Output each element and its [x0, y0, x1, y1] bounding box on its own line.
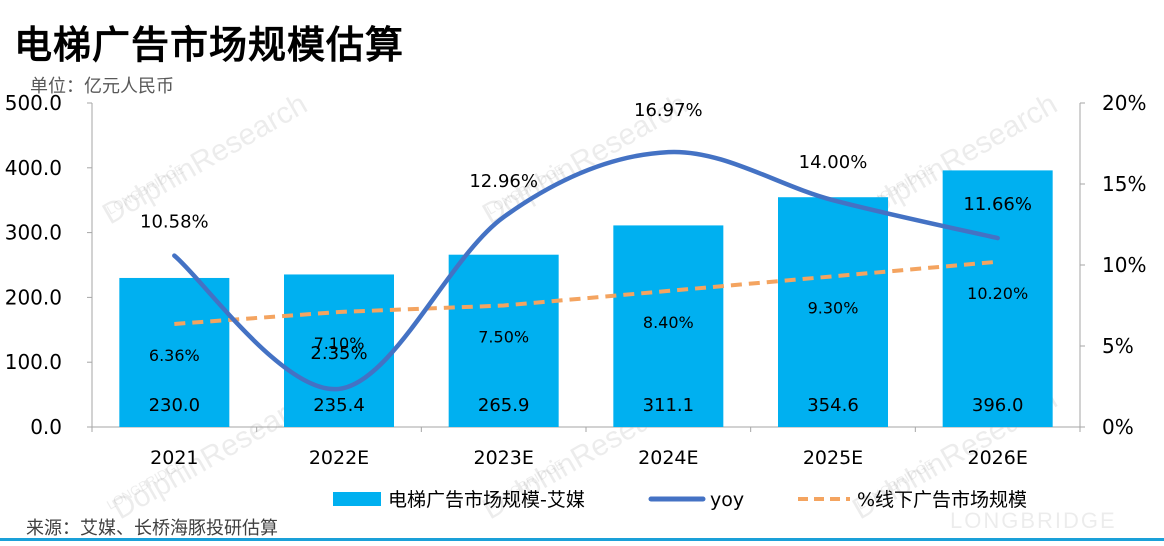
offline-share-data-label: 8.40% — [643, 313, 694, 332]
offline-share-data-label: 7.10% — [314, 334, 365, 353]
y-left-tick-label: 400.0 — [5, 156, 62, 180]
bar — [284, 274, 394, 427]
offline-share-data-label: 9.30% — [808, 298, 859, 317]
legend: 电梯广告市场规模-艾媒 yoy %线下广告市场规模 — [333, 489, 1027, 511]
bar — [448, 254, 559, 427]
bar — [942, 170, 1053, 427]
x-tick-label: 2024E — [638, 447, 698, 469]
yoy-data-label: 14.00% — [799, 152, 868, 173]
y-left-tick-label: 300.0 — [5, 221, 62, 245]
bottom-rule — [0, 538, 1164, 541]
legend-label: yoy — [710, 489, 744, 511]
bar-data-label: 354.6 — [807, 395, 859, 416]
source-note: 来源：艾媒、长桥海豚投研估算 — [26, 518, 278, 539]
y-left-tick-label: 100.0 — [5, 350, 62, 374]
bar — [778, 197, 888, 427]
y-left-tick-label: 500.0 — [5, 91, 62, 115]
unit-label: 单位：亿元人民币 — [30, 76, 174, 97]
y-left-tick-label: 200.0 — [5, 285, 62, 309]
legend-label: %线下广告市场规模 — [857, 489, 1027, 511]
bar-data-label: 265.9 — [478, 395, 530, 416]
y-right-tick-label: 0% — [1102, 415, 1134, 439]
y-right-tick-label: 20% — [1102, 91, 1146, 115]
legend-swatch-bar — [333, 492, 381, 506]
bar-data-label: 230.0 — [149, 395, 201, 416]
offline-share-data-label: 7.50% — [478, 328, 529, 347]
y-right-tick-label: 5% — [1102, 334, 1134, 358]
x-tick-label: 2023E — [473, 447, 533, 469]
yoy-data-label: 10.58% — [140, 212, 209, 233]
yoy-data-label: 2.35% — [310, 343, 367, 364]
chart-title: 电梯广告市场规模估算 — [14, 23, 405, 67]
offline-share-data-label: 6.36% — [149, 346, 200, 365]
x-tick-label: 2026E — [967, 447, 1027, 469]
bar — [119, 277, 230, 427]
bar-data-label: 235.4 — [313, 395, 365, 416]
x-tick-label: 2021 — [150, 447, 198, 469]
x-tick-label: 2025E — [803, 447, 863, 469]
yoy-data-label: 16.97% — [634, 100, 703, 121]
yoy-line — [172, 149, 1000, 392]
yoy-data-label: 12.96% — [469, 171, 538, 192]
legend-label: 电梯广告市场规模-艾媒 — [388, 489, 585, 511]
offline-share-line — [174, 259, 998, 326]
bar-data-label: 311.1 — [643, 395, 695, 416]
y-left-tick-label: 0.0 — [30, 415, 62, 439]
bar-data-label: 396.0 — [972, 395, 1024, 416]
y-right-tick-label: 10% — [1102, 253, 1146, 277]
watermark-text: DolphinResearch — [97, 87, 313, 231]
plot-area: 0.0 100.0 200.0 300.0 400.0 500.0 0% 5% 10% 15% 20… — [5, 91, 1147, 469]
yoy-data-label: 11.66% — [963, 194, 1032, 215]
x-tick-label: 2022E — [309, 447, 369, 469]
bar — [613, 225, 724, 427]
watermark-small: LONGBRIDGE — [950, 508, 1117, 533]
y-right-tick-label: 15% — [1102, 172, 1146, 196]
offline-share-data-label: 10.20% — [967, 284, 1028, 303]
